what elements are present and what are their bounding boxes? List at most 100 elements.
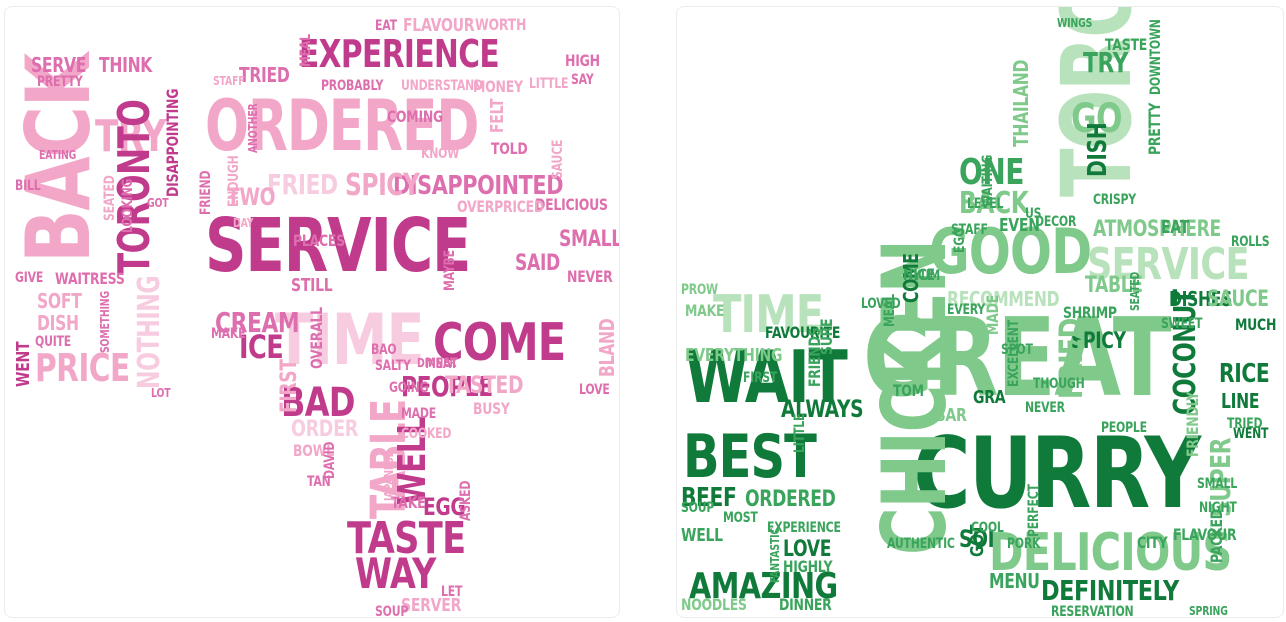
negative-word: LITTLE bbox=[529, 76, 569, 92]
negative-word: FELT bbox=[487, 98, 508, 133]
negative-word: LOT bbox=[151, 386, 171, 400]
positive-word: SAUCE bbox=[1207, 287, 1269, 312]
negative-word: TASTE bbox=[347, 513, 466, 564]
negative-word: DELICIOUS bbox=[535, 195, 608, 214]
positive-word: SEATED bbox=[1128, 271, 1142, 311]
negative-word: THINK bbox=[99, 53, 153, 77]
negative-word: LET bbox=[441, 584, 463, 600]
negative-word: TOLD bbox=[491, 139, 528, 158]
positive-word: ATMOSPHERE bbox=[1093, 217, 1221, 242]
positive-word: FANTASTIC bbox=[768, 527, 782, 583]
positive-word: LEVEL bbox=[967, 196, 1004, 212]
negative-word: SAID bbox=[515, 251, 560, 276]
negative-word: LOOKING bbox=[120, 178, 136, 233]
positive-word: PEOPLE bbox=[1101, 420, 1147, 436]
positive-word: NICE bbox=[903, 265, 935, 284]
positive-word: MADE bbox=[983, 295, 1002, 335]
negative-word: PRETTY bbox=[37, 74, 83, 90]
negative-word: PEOPLE bbox=[401, 370, 493, 403]
negative-word: ANOTHER bbox=[246, 103, 260, 153]
positive-word: NOODLES bbox=[681, 595, 747, 614]
positive-word: FAVOURITE bbox=[765, 323, 841, 342]
negative-word: BAO bbox=[371, 342, 397, 358]
positive-word: DEFINITELY bbox=[1041, 574, 1179, 607]
positive-word: DECOR bbox=[1035, 214, 1077, 230]
negative-word: LOVE bbox=[579, 382, 610, 398]
negative-word: WORTH bbox=[475, 15, 527, 34]
positive-word: FIRST bbox=[743, 370, 778, 386]
negative-word: SAY bbox=[571, 72, 594, 88]
negative-word: BOWL bbox=[293, 441, 334, 460]
negative-word: QUITE bbox=[35, 334, 72, 350]
negative-word: BAD bbox=[281, 380, 355, 426]
positive-word: ONE bbox=[959, 152, 1024, 193]
positive-word: US bbox=[1025, 206, 1042, 222]
positive-word: FLAVOUR bbox=[1173, 525, 1237, 544]
negative-word: MEAT bbox=[425, 356, 458, 372]
negative-word: WAY bbox=[355, 549, 436, 598]
negative-word: DISH bbox=[37, 311, 79, 335]
positive-word: SURE bbox=[817, 318, 836, 355]
positive-word: SWEET bbox=[1161, 316, 1203, 332]
positive-word: WELL bbox=[681, 525, 723, 546]
positive-word: MENU bbox=[989, 569, 1040, 593]
negative-word: UNDERSTAND bbox=[401, 78, 483, 94]
negative-word: SAUCE bbox=[550, 139, 566, 179]
negative-word: GOING bbox=[389, 380, 429, 396]
positive-word: AUTHENTIC bbox=[887, 536, 955, 552]
negative-word: MAYBE bbox=[442, 250, 458, 291]
negative-word: FRIED bbox=[267, 168, 338, 201]
positive-word: LITTLE bbox=[792, 413, 808, 453]
positive-word: DOWNTOWN bbox=[1148, 19, 1164, 95]
positive-word: TABLE bbox=[1085, 273, 1143, 298]
thumbs-down-icon: SERVICE ORDERED EXPERIENCE BACK TRY TORONTO TI… bbox=[5, 7, 619, 618]
positive-word: COOL bbox=[971, 520, 1004, 536]
negative-word: KNOW bbox=[421, 146, 460, 162]
negative-word: SOUP bbox=[375, 604, 409, 618]
negative-word: BLAND bbox=[595, 318, 619, 377]
positive-word: GREAT bbox=[863, 296, 1172, 421]
positive-word: GO bbox=[1071, 96, 1123, 142]
positive-word: BEEF bbox=[681, 483, 737, 513]
negative-word: MEAL bbox=[298, 34, 314, 67]
positive-word: DISH bbox=[1083, 122, 1113, 177]
negative-word: EGG bbox=[423, 493, 466, 521]
negative-word: GIVE bbox=[15, 270, 44, 286]
positive-word: GOOD bbox=[929, 215, 1092, 288]
negative-word: FIRST bbox=[277, 359, 302, 413]
negative-word: PLACES bbox=[293, 231, 345, 250]
positive-word: WENT bbox=[1233, 426, 1269, 442]
negative-word: FRIEND bbox=[198, 170, 214, 215]
positive-word: BEST bbox=[683, 422, 817, 492]
positive-word: RESERVATION bbox=[1051, 604, 1134, 618]
positive-word: DISHES bbox=[1169, 287, 1233, 311]
negative-word: MONEY bbox=[473, 77, 523, 96]
negative-word: STAFF bbox=[213, 74, 245, 88]
positive-word: TIME bbox=[713, 285, 824, 345]
positive-word: SPICY bbox=[1071, 329, 1126, 354]
positive-word: LOVE bbox=[783, 537, 832, 562]
negative-word: DISAPPOINTED bbox=[393, 171, 564, 201]
positive-word: BACK bbox=[959, 186, 1029, 221]
positive-word: WINGS bbox=[1057, 16, 1093, 30]
negative-word: TRIED bbox=[239, 63, 290, 87]
negative-word: EAT bbox=[375, 18, 397, 34]
positive-word: THAILAND bbox=[1009, 59, 1033, 148]
negative-word: ENOUGH bbox=[226, 155, 242, 207]
positive-word: NEVER bbox=[1025, 400, 1065, 416]
negative-word: SOFT bbox=[37, 289, 82, 313]
positive-word: DELICIOUS bbox=[989, 523, 1232, 583]
negative-word: TRY bbox=[95, 111, 166, 162]
negative-word: BILL bbox=[15, 178, 41, 194]
positive-word: LOVED bbox=[861, 296, 901, 312]
negative-word: DAY bbox=[233, 216, 254, 230]
positive-word: HIGHLY bbox=[783, 557, 833, 576]
negative-word: EATING bbox=[39, 148, 77, 162]
positive-word: EVERYTHING bbox=[685, 345, 783, 366]
positive-word: PERFECT bbox=[1026, 484, 1042, 537]
positive-word: EAT bbox=[1161, 217, 1190, 238]
positive-word-cloud: GREATCURRYDELICIOUSGOODSERVICETORONTOWAI… bbox=[676, 6, 1284, 618]
negative-word: OVERALL bbox=[307, 307, 326, 369]
positive-word: TRY bbox=[1083, 46, 1129, 79]
negative-word: STILL bbox=[291, 275, 333, 296]
